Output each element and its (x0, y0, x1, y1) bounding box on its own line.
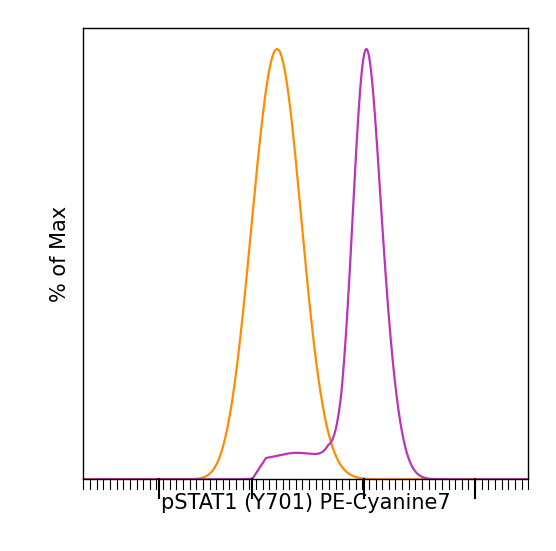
Y-axis label: % of Max: % of Max (49, 206, 70, 301)
X-axis label: pSTAT1 (Y701) PE-Cyanine7: pSTAT1 (Y701) PE-Cyanine7 (161, 493, 450, 514)
